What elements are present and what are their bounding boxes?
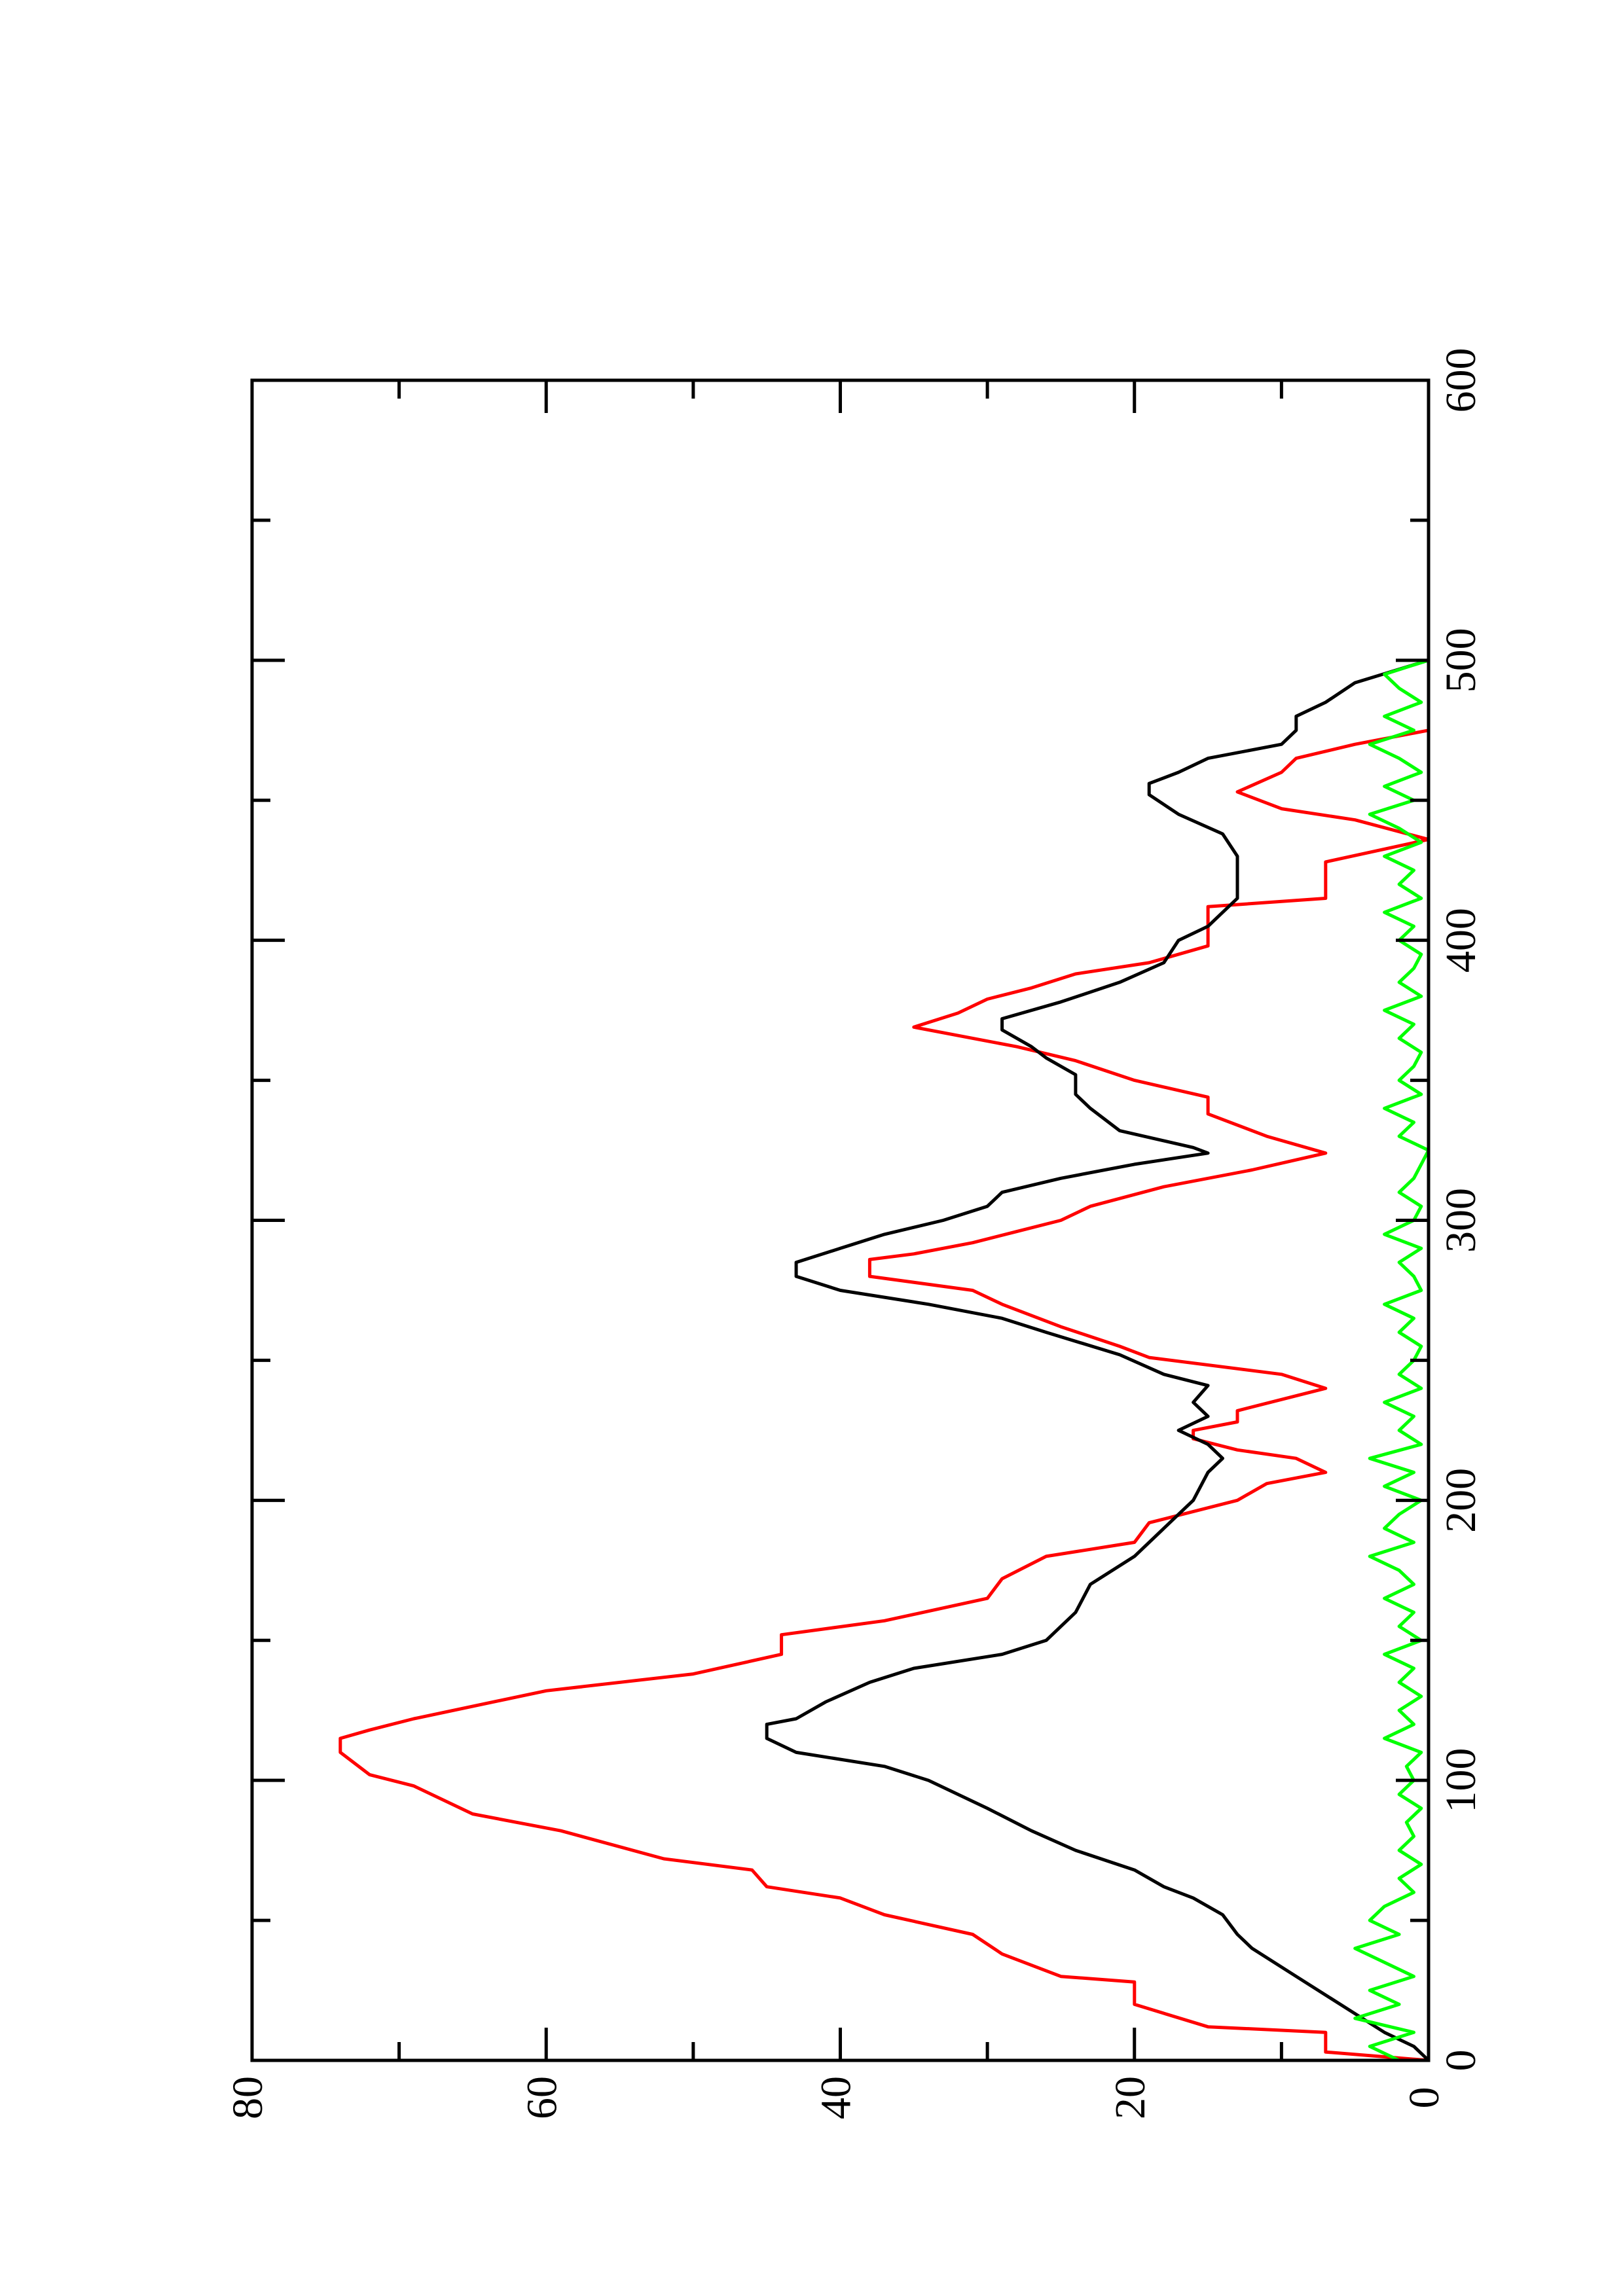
data-line <box>765 658 1430 2062</box>
x-tick-label: 400 <box>1437 908 1485 973</box>
x-tick-label: 0 <box>1437 2050 1485 2072</box>
y-tick-label: 80 <box>224 2076 272 2119</box>
x-tick-label: 200 <box>1437 1468 1485 1533</box>
y-tick-label: 40 <box>812 2076 860 2119</box>
x-tick-label: 500 <box>1437 628 1485 692</box>
plot-frame <box>250 378 1431 2062</box>
x-tick-label: 100 <box>1437 1748 1485 1813</box>
x-tick-label: 600 <box>1437 348 1485 413</box>
y-tick-label: 60 <box>518 2076 566 2119</box>
x-tick-label: 300 <box>1437 1188 1485 1253</box>
y-tick-label: 0 <box>1400 2087 1448 2109</box>
data-line <box>338 660 1431 2062</box>
y-tick-label: 20 <box>1106 2076 1154 2119</box>
